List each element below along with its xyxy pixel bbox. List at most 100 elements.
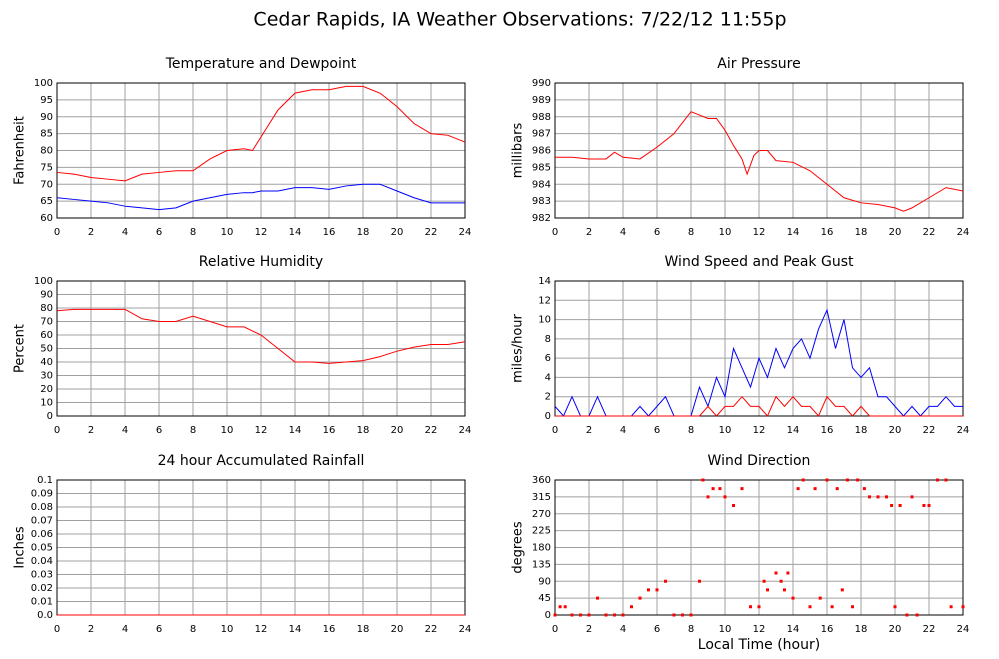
data-point — [570, 613, 574, 617]
y-tick-label: 0.0 — [37, 610, 53, 621]
data-point — [862, 487, 866, 491]
x-tick-label: 18 — [357, 227, 370, 238]
y-tick-label: 40 — [40, 357, 53, 368]
y-tick-label: 0.08 — [31, 502, 53, 513]
data-point — [749, 605, 752, 609]
x-tick-label: 12 — [753, 624, 766, 635]
y-tick-label: 60 — [40, 213, 53, 224]
y-tick-label: 14 — [538, 276, 551, 287]
data-point — [885, 495, 888, 499]
x-tick-label: 6 — [654, 624, 660, 635]
x-tick-label: 12 — [255, 624, 268, 635]
x-tick-label: 10 — [719, 624, 732, 635]
x-tick-label: 18 — [855, 425, 868, 436]
data-point — [596, 596, 599, 600]
y-tick-label: 70 — [40, 179, 53, 190]
y-tick-label: 6 — [545, 353, 551, 364]
x-tick-label: 4 — [620, 624, 626, 635]
x-tick-label: 18 — [855, 624, 868, 635]
data-line — [56, 308, 466, 364]
data-point — [630, 605, 633, 609]
data-point — [936, 478, 939, 482]
data-point — [664, 579, 667, 583]
x-tick-label: 8 — [688, 624, 694, 635]
data-point — [766, 588, 769, 592]
x-tick-label: 16 — [323, 227, 336, 238]
x-tick-label: 4 — [122, 425, 128, 436]
x-tick-label: 24 — [957, 425, 970, 436]
x-tick-label: 18 — [357, 425, 370, 436]
y-tick-label: 0 — [47, 411, 53, 422]
data-point — [647, 588, 650, 592]
x-tick-label: 14 — [787, 624, 800, 635]
x-tick-label: 6 — [654, 227, 660, 238]
x-tick-label: 0 — [54, 624, 60, 635]
x-tick-label: 8 — [688, 425, 694, 436]
y-tick-label: 50 — [40, 344, 53, 355]
x-tick-label: 24 — [459, 425, 472, 436]
data-point — [868, 495, 871, 499]
y-axis-label: degrees — [511, 521, 526, 574]
y-tick-label: 80 — [40, 146, 53, 157]
x-tick-label: 10 — [719, 425, 732, 436]
data-point — [876, 495, 880, 499]
data-point — [791, 596, 795, 600]
y-tick-label: 0.02 — [31, 583, 53, 594]
data-point — [922, 504, 926, 507]
x-tick-label: 24 — [459, 227, 472, 238]
x-tick-label: 8 — [190, 425, 196, 436]
y-tick-label: 989 — [532, 95, 551, 106]
data-point — [830, 605, 834, 609]
y-tick-label: 95 — [40, 95, 53, 106]
data-point — [796, 487, 800, 491]
x-tick-label: 2 — [586, 425, 592, 436]
x-tick-label: 0 — [552, 425, 558, 436]
data-point — [818, 596, 822, 600]
data-line — [56, 85, 466, 182]
x-tick-label: 12 — [753, 425, 766, 436]
y-tick-label: 100 — [34, 78, 53, 89]
y-tick-label: 2 — [545, 392, 551, 403]
y-tick-label: 80 — [40, 303, 53, 314]
y-axis-label: Percent — [13, 324, 28, 373]
data-point — [944, 478, 948, 482]
data-point — [732, 504, 735, 507]
y-tick-label: 8 — [545, 334, 551, 345]
y-tick-label: 0.09 — [31, 489, 53, 500]
data-point — [890, 504, 894, 507]
y-tick-label: 987 — [532, 129, 551, 140]
data-point — [840, 588, 844, 592]
y-tick-label: 180 — [532, 543, 551, 554]
y-tick-label: 0 — [545, 411, 551, 422]
data-point — [915, 613, 919, 617]
x-tick-label: 20 — [889, 227, 902, 238]
x-tick-label: 20 — [889, 624, 902, 635]
data-point — [893, 605, 897, 609]
panel-title: Wind Speed and Peak Gust — [665, 254, 854, 270]
x-tick-label: 20 — [391, 227, 404, 238]
data-point — [558, 605, 562, 609]
plot-frame — [56, 82, 466, 219]
figure-title: Cedar Rapids, IA Weather Observations: 7… — [253, 9, 786, 31]
data-line — [555, 395, 963, 417]
y-tick-label: 315 — [532, 492, 551, 503]
y-tick-label: 0.1 — [37, 475, 53, 486]
x-tick-label: 24 — [957, 227, 970, 238]
x-tick-label: 16 — [821, 425, 834, 436]
y-axis-label: Inches — [13, 526, 28, 568]
panel-title: Air Pressure — [717, 56, 800, 72]
x-tick-label: 24 — [459, 624, 472, 635]
y-tick-label: 0.07 — [31, 516, 53, 527]
panel-title: Temperature and Dewpoint — [165, 56, 357, 72]
plot-frame — [56, 280, 466, 417]
x-tick-label: 0 — [54, 227, 60, 238]
x-tick-label: 10 — [719, 227, 732, 238]
y-axis-label: millibars — [511, 123, 526, 179]
data-point — [905, 613, 909, 617]
y-tick-label: 75 — [40, 162, 53, 173]
data-point — [563, 605, 567, 609]
x-tick-label: 4 — [620, 227, 626, 238]
y-tick-label: 45 — [538, 593, 551, 604]
y-tick-label: 986 — [532, 146, 551, 157]
x-tick-label: 20 — [889, 425, 902, 436]
